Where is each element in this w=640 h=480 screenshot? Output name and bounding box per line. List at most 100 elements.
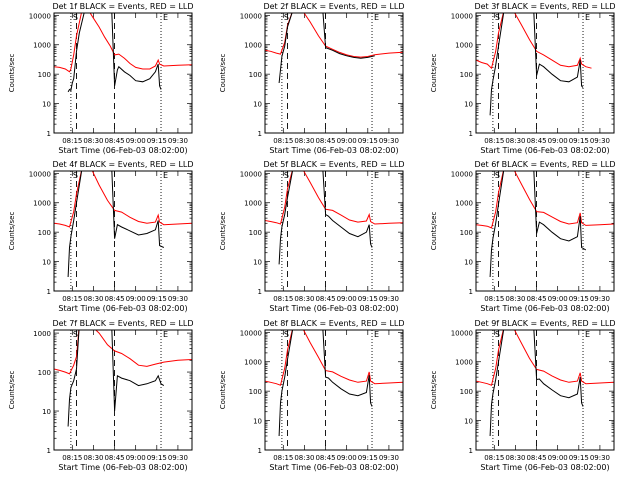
- x-tick-label: 09:30: [168, 454, 188, 462]
- x-tick-label: 09:15: [147, 295, 167, 303]
- time-marker-label: S: [284, 13, 289, 22]
- y-tick-label: 100: [249, 388, 262, 396]
- x-tick-label: 08:45: [526, 454, 546, 462]
- plot-frame: [475, 329, 615, 451]
- time-marker-label: E: [374, 13, 379, 22]
- x-tick-label: 08:45: [104, 295, 124, 303]
- x-tick-label: 09:15: [358, 295, 378, 303]
- x-tick-label: 09:15: [358, 454, 378, 462]
- x-tick-label: 08:45: [315, 295, 335, 303]
- time-marker-label: S: [73, 13, 78, 22]
- y-tick-label: 1000: [33, 42, 51, 50]
- x-tick-label: 08:30: [505, 454, 525, 462]
- events-series-line: [489, 171, 587, 278]
- x-tick-label: 09:00: [337, 137, 357, 145]
- x-axis-label: Start Time (06-Feb-03 08:02:00): [480, 146, 609, 155]
- x-tick-label: 09:15: [569, 137, 589, 145]
- x-tick-label: 09:00: [337, 295, 357, 303]
- y-tick-label: 10000: [29, 170, 51, 178]
- y-tick-label: 100: [249, 229, 262, 237]
- plot-frame: [53, 12, 193, 134]
- x-tick-label: 08:45: [526, 137, 546, 145]
- x-tick-label: 08:30: [83, 454, 103, 462]
- x-tick-label: 08:30: [294, 454, 314, 462]
- plot-frame: [264, 12, 404, 134]
- x-tick-label: 08:30: [505, 137, 525, 145]
- y-tick-label: 1000: [33, 200, 51, 208]
- chart-title: Det 1f BLACK = Events, RED = LLD: [52, 2, 193, 11]
- chart-title: Det 9f BLACK = Events, RED = LLD: [474, 319, 615, 328]
- x-tick-label: 09:30: [590, 454, 610, 462]
- lld-series-line: [476, 171, 614, 229]
- plot-frame: [53, 329, 193, 451]
- x-tick-label: 09:00: [548, 454, 568, 462]
- y-axis-label: Counts/sec: [8, 212, 16, 251]
- chart-panel-8: Det 8f BLACK = Events, RED = LLD Counts/s…: [219, 319, 405, 472]
- y-tick-label: 1000: [33, 330, 51, 338]
- x-axis-label: Start Time (06-Feb-03 08:02:00): [269, 304, 398, 313]
- x-tick-label: 08:45: [315, 137, 335, 145]
- y-tick-label: 10: [253, 259, 262, 267]
- x-tick-label: 09:00: [548, 295, 568, 303]
- x-tick-label: 09:15: [147, 454, 167, 462]
- x-tick-label: 09:00: [337, 454, 357, 462]
- time-marker-label: S: [495, 13, 500, 22]
- x-tick-label: 09:30: [168, 295, 188, 303]
- x-tick-label: 09:00: [126, 137, 146, 145]
- x-tick-label: 09:30: [168, 137, 188, 145]
- x-tick-label: 09:15: [569, 454, 589, 462]
- time-marker-label: E: [585, 330, 590, 339]
- chart-panel-7: Det 7f BLACK = Events, RED = LLD Counts/s…: [8, 319, 194, 472]
- x-tick-label: 08:15: [62, 454, 82, 462]
- y-tick-label: 100: [460, 71, 473, 79]
- y-tick-label: 1: [469, 447, 473, 455]
- time-marker-label: E: [163, 330, 168, 339]
- y-axis-label: Counts/sec: [430, 54, 438, 93]
- lld-series-line: [476, 330, 614, 386]
- x-tick-label: 09:15: [569, 295, 589, 303]
- chart-title: Det 3f BLACK = Events, RED = LLD: [474, 2, 615, 11]
- time-marker-label: E: [163, 13, 168, 22]
- y-tick-label: 100: [460, 388, 473, 396]
- events-series-line: [489, 330, 584, 437]
- chart-panel-9: Det 9f BLACK = Events, RED = LLD Counts/s…: [430, 319, 616, 472]
- y-tick-label: 1: [47, 288, 51, 296]
- x-tick-label: 08:15: [273, 295, 293, 303]
- x-tick-label: 09:00: [126, 454, 146, 462]
- y-axis-label: Counts/sec: [430, 212, 438, 251]
- x-tick-label: 08:15: [273, 137, 293, 145]
- x-tick-label: 08:45: [104, 137, 124, 145]
- y-tick-label: 1000: [455, 359, 473, 367]
- chart-title: Det 2f BLACK = Events, RED = LLD: [263, 2, 404, 11]
- time-marker-label: S: [495, 330, 500, 339]
- y-tick-label: 10000: [451, 12, 473, 20]
- y-tick-label: 1: [47, 447, 51, 455]
- chart-title: Det 5f BLACK = Events, RED = LLD: [263, 160, 404, 169]
- lld-series-line: [54, 171, 192, 228]
- y-tick-label: 1000: [455, 200, 473, 208]
- chart-title: Det 8f BLACK = Events, RED = LLD: [263, 319, 404, 328]
- events-series-line: [67, 171, 165, 278]
- y-axis-label: Counts/sec: [219, 371, 227, 410]
- x-tick-label: 08:30: [83, 295, 103, 303]
- time-marker-label: S: [284, 171, 289, 180]
- y-tick-label: 1000: [455, 42, 473, 50]
- x-tick-label: 08:15: [484, 454, 504, 462]
- x-tick-label: 08:45: [104, 454, 124, 462]
- x-tick-label: 08:15: [484, 137, 504, 145]
- chart-title: Det 4f BLACK = Events, RED = LLD: [52, 160, 193, 169]
- x-axis-label: Start Time (06-Feb-03 08:02:00): [480, 304, 609, 313]
- y-tick-label: 10: [464, 418, 473, 426]
- y-tick-label: 10000: [240, 12, 262, 20]
- x-axis-label: Start Time (06-Feb-03 08:02:00): [269, 146, 398, 155]
- y-tick-label: 1: [258, 130, 262, 138]
- time-marker-label: E: [374, 171, 379, 180]
- x-tick-label: 09:30: [590, 295, 610, 303]
- x-axis-label: Start Time (06-Feb-03 08:02:00): [58, 463, 187, 472]
- chart-panel-3: Det 3f BLACK = Events, RED = LLD Counts/s…: [430, 2, 616, 155]
- x-axis-label: Start Time (06-Feb-03 08:02:00): [480, 463, 609, 472]
- plot-frame: [264, 170, 404, 292]
- lld-series-line: [54, 13, 192, 73]
- lld-series-line: [476, 13, 592, 70]
